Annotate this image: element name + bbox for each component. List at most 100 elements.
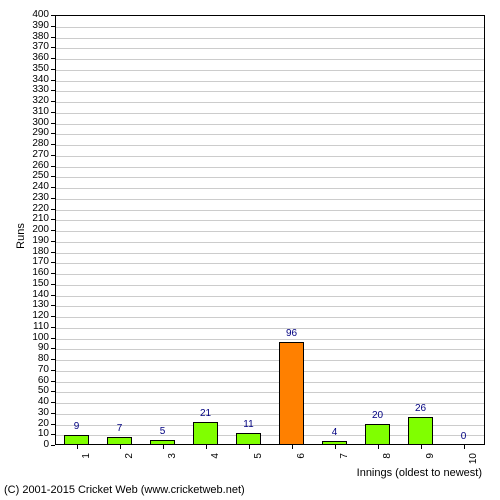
gridline-h xyxy=(56,124,484,125)
y-tick-label: 90 xyxy=(25,342,49,353)
bar-value-label: 5 xyxy=(160,426,166,437)
y-tick-label: 70 xyxy=(25,364,49,375)
gridline-h xyxy=(56,188,484,189)
gridline-h xyxy=(56,382,484,383)
bar xyxy=(193,422,219,445)
y-tick-label: 320 xyxy=(25,95,49,106)
y-tick xyxy=(51,327,55,328)
y-tick xyxy=(51,252,55,253)
y-tick xyxy=(51,133,55,134)
y-tick-label: 60 xyxy=(25,375,49,386)
y-tick xyxy=(51,69,55,70)
bar-value-label: 4 xyxy=(332,427,338,438)
x-tick xyxy=(120,445,121,449)
gridline-h xyxy=(56,102,484,103)
gridline-h xyxy=(56,317,484,318)
gridline-h xyxy=(56,199,484,200)
y-tick-label: 80 xyxy=(25,353,49,364)
copyright-text: (C) 2001-2015 Cricket Web (www.cricketwe… xyxy=(4,484,245,496)
bar xyxy=(107,437,133,445)
y-tick-label: 220 xyxy=(25,203,49,214)
y-tick-label: 10 xyxy=(25,428,49,439)
y-tick xyxy=(51,80,55,81)
y-tick xyxy=(51,241,55,242)
y-tick-label: 40 xyxy=(25,396,49,407)
y-tick xyxy=(51,445,55,446)
y-tick-label: 350 xyxy=(25,63,49,74)
gridline-h xyxy=(56,27,484,28)
x-tick xyxy=(249,445,250,449)
y-tick xyxy=(51,26,55,27)
bar-value-label: 9 xyxy=(74,421,80,432)
gridline-h xyxy=(56,210,484,211)
gridline-h xyxy=(56,296,484,297)
y-tick-label: 160 xyxy=(25,267,49,278)
y-tick-label: 260 xyxy=(25,160,49,171)
bar xyxy=(64,435,90,445)
y-tick-label: 230 xyxy=(25,192,49,203)
y-tick xyxy=(51,47,55,48)
x-tick-label: 3 xyxy=(167,453,178,473)
x-tick xyxy=(378,445,379,449)
gridline-h xyxy=(56,339,484,340)
bar-value-label: 96 xyxy=(286,328,297,339)
gridline-h xyxy=(56,242,484,243)
y-tick-label: 190 xyxy=(25,235,49,246)
bar xyxy=(365,424,391,446)
y-tick-label: 370 xyxy=(25,41,49,52)
gridline-h xyxy=(56,371,484,372)
y-tick-label: 270 xyxy=(25,149,49,160)
gridline-h xyxy=(56,285,484,286)
y-tick-label: 130 xyxy=(25,299,49,310)
x-tick xyxy=(206,445,207,449)
x-tick xyxy=(335,445,336,449)
bar-value-label: 20 xyxy=(372,410,383,421)
y-tick xyxy=(51,123,55,124)
bar-value-label: 26 xyxy=(415,403,426,414)
gridline-h xyxy=(56,274,484,275)
y-tick xyxy=(51,348,55,349)
y-tick-label: 120 xyxy=(25,310,49,321)
x-tick xyxy=(77,445,78,449)
y-tick xyxy=(51,359,55,360)
y-tick xyxy=(51,37,55,38)
y-tick-label: 380 xyxy=(25,31,49,42)
gridline-h xyxy=(56,156,484,157)
y-tick xyxy=(51,316,55,317)
y-tick xyxy=(51,305,55,306)
y-tick xyxy=(51,198,55,199)
y-tick xyxy=(51,176,55,177)
y-tick-label: 30 xyxy=(25,407,49,418)
y-tick xyxy=(51,262,55,263)
y-tick-label: 150 xyxy=(25,278,49,289)
y-tick xyxy=(51,219,55,220)
x-tick xyxy=(421,445,422,449)
gridline-h xyxy=(56,220,484,221)
y-tick-label: 330 xyxy=(25,84,49,95)
bar xyxy=(279,342,305,445)
x-tick-label: 4 xyxy=(210,453,221,473)
y-tick-label: 360 xyxy=(25,52,49,63)
y-tick xyxy=(51,295,55,296)
y-tick-label: 200 xyxy=(25,224,49,235)
x-tick xyxy=(464,445,465,449)
y-tick-label: 100 xyxy=(25,332,49,343)
y-tick xyxy=(51,273,55,274)
y-tick-label: 0 xyxy=(25,439,49,450)
y-tick xyxy=(51,144,55,145)
y-tick xyxy=(51,166,55,167)
x-tick-label: 1 xyxy=(81,453,92,473)
y-tick xyxy=(51,413,55,414)
y-tick-label: 400 xyxy=(25,9,49,20)
y-tick xyxy=(51,402,55,403)
bar xyxy=(150,440,176,445)
gridline-h xyxy=(56,392,484,393)
gridline-h xyxy=(56,253,484,254)
chart-plot-area xyxy=(55,15,485,445)
y-tick xyxy=(51,391,55,392)
gridline-h xyxy=(56,306,484,307)
y-tick-label: 300 xyxy=(25,117,49,128)
y-tick xyxy=(51,101,55,102)
y-tick-label: 210 xyxy=(25,213,49,224)
x-tick-label: 2 xyxy=(124,453,135,473)
